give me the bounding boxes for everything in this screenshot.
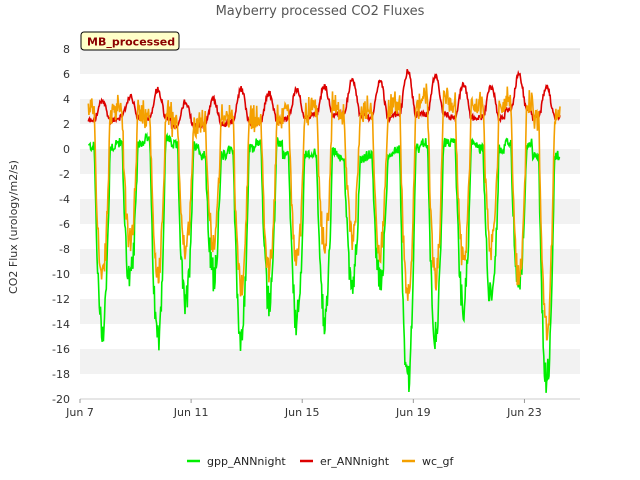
y-tick-label: 0	[63, 143, 70, 156]
legend-label: gpp_ANNnight	[207, 455, 286, 468]
y-tick-label: 6	[63, 68, 70, 81]
y-tick-label: -16	[52, 343, 70, 356]
grid-band	[80, 124, 580, 149]
legend-label: er_ANNnight	[320, 455, 390, 468]
y-tick-label: -20	[52, 393, 70, 406]
badge-label: MB_processed	[87, 36, 175, 49]
grid-band	[80, 324, 580, 349]
y-tick-label: 2	[63, 118, 70, 131]
grid-band	[80, 299, 580, 324]
data-series	[87, 68, 561, 393]
y-tick-label: -10	[52, 268, 70, 281]
x-tick-label: Jun 23	[506, 406, 542, 419]
y-tick-label: -4	[59, 193, 70, 206]
y-tick-label: -14	[52, 318, 70, 331]
chart-title: Mayberry processed CO2 Fluxes	[216, 4, 425, 19]
grid-band	[80, 349, 580, 374]
legend-label: wc_gf	[422, 455, 455, 468]
grid-band	[80, 274, 580, 299]
y-tick-label: -2	[59, 168, 70, 181]
grid-band	[80, 49, 580, 74]
y-tick-label: -8	[59, 243, 70, 256]
badge: MB_processed	[80, 31, 180, 51]
x-tick-label: Jun 11	[173, 406, 209, 419]
x-tick-labels: Jun 7 Jun 11 Jun 15 Jun 19 Jun 23	[65, 399, 542, 419]
y-tick-labels: 8 6 4 2 0 -2 -4 -6 -8 -10 -12 -14 -16 -18 -20	[52, 43, 70, 406]
series-line-wc-gf	[87, 83, 561, 341]
series-line-gpp-annnight	[88, 131, 561, 393]
legend: gpp_ANNnight er_ANNnight wc_gf	[187, 455, 455, 468]
y-tick-label: 4	[63, 93, 70, 106]
badge-box	[80, 31, 180, 51]
grid-band	[80, 74, 580, 99]
y-tick-label: 8	[63, 43, 70, 56]
x-tick-label: Jun 7	[65, 406, 94, 419]
x-tick-label: Jun 19	[395, 406, 431, 419]
x-tick-label: Jun 15	[284, 406, 320, 419]
y-tick-label: -12	[52, 293, 70, 306]
y-tick-label: -18	[52, 368, 70, 381]
y-tick-label: -6	[59, 218, 70, 231]
grid-band	[80, 374, 580, 399]
y-axis-label: CO2 Flux (urology/m2/s)	[7, 160, 20, 294]
